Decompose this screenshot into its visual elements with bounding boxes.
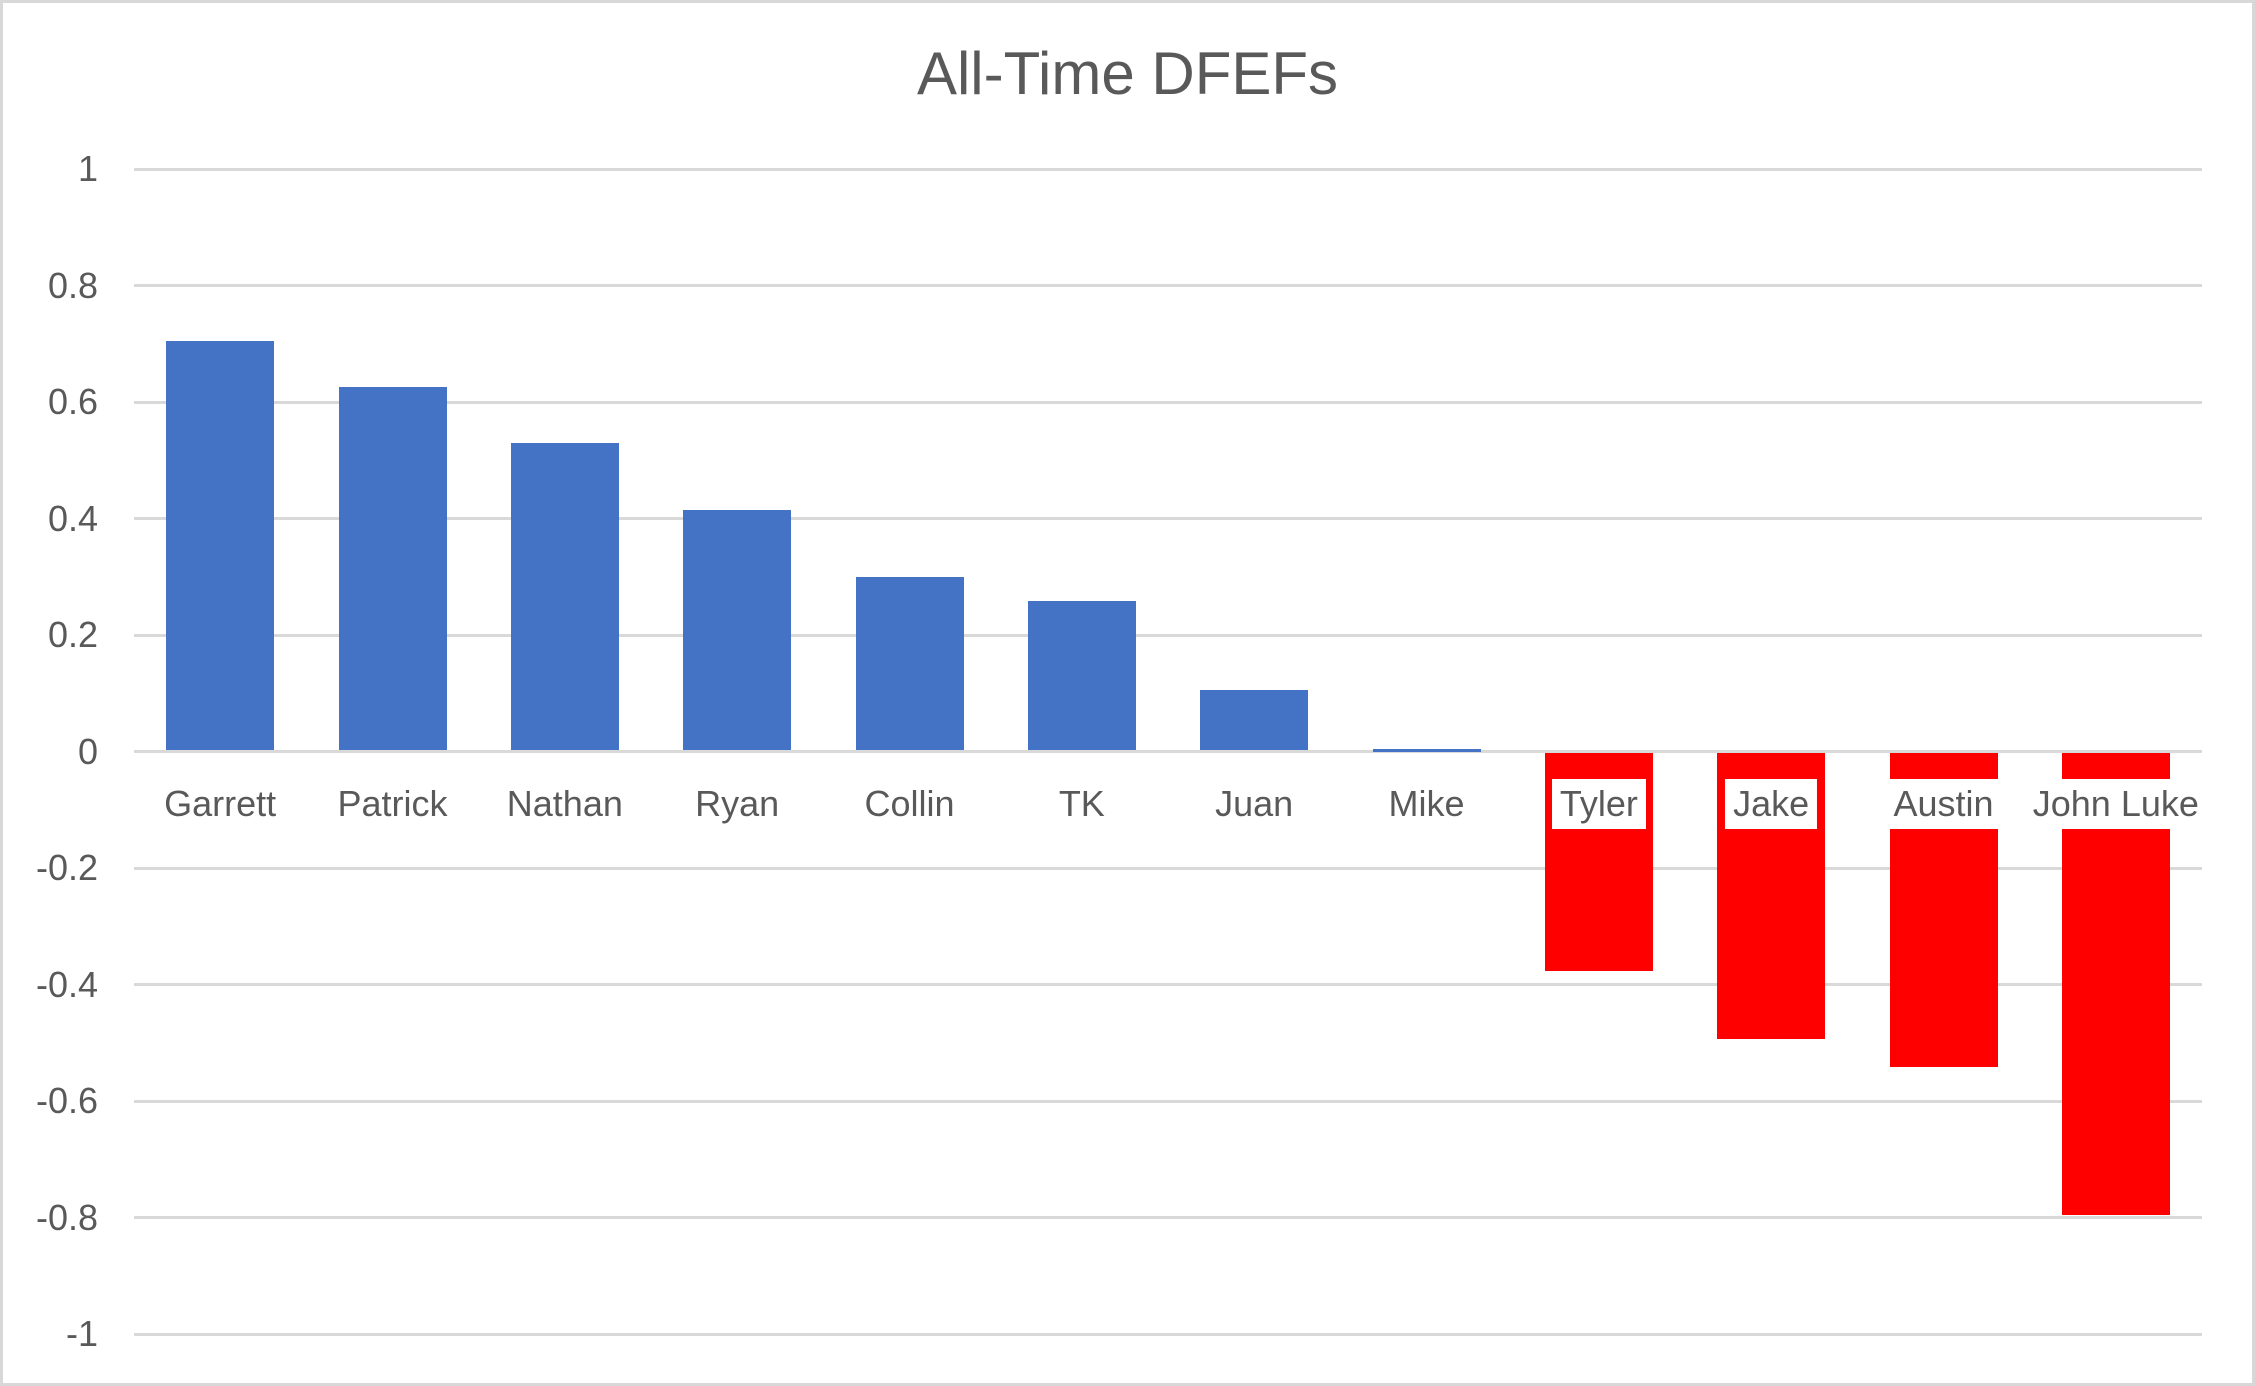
gridline--0.4 <box>134 983 2202 986</box>
bar-garrett <box>166 340 275 750</box>
gridline-0.2 <box>134 633 2202 637</box>
category-label-garrett: Garrett <box>156 778 285 829</box>
gridline-1 <box>134 167 2202 171</box>
category-label-john-luke: John Luke <box>2024 778 2207 829</box>
category-label-austin: Austin <box>1885 778 2002 829</box>
bar-john-luke <box>2061 753 2170 1215</box>
y-axis-tick-label: 0.2 <box>47 614 98 655</box>
gridline-0.8 <box>134 284 2202 287</box>
bar-mike <box>1372 748 1481 752</box>
gridline--0.2 <box>134 866 2202 870</box>
y-axis-tick-label: -0.4 <box>35 963 98 1005</box>
y-axis-tick-label: 0.6 <box>47 381 98 422</box>
bar-patrick <box>338 387 447 750</box>
y-axis-tick-label: 0.8 <box>47 264 98 306</box>
gridline-0 <box>134 750 2202 753</box>
category-label-collin: Collin <box>856 778 963 829</box>
bar-collin <box>855 576 964 750</box>
gridline--1 <box>134 1332 2202 1336</box>
y-axis-tick-label: 1 <box>77 148 98 189</box>
gridline--0.8 <box>134 1216 2202 1219</box>
gridline--0.6 <box>134 1099 2202 1103</box>
bar-nathan <box>510 442 619 750</box>
gridline-0.4 <box>134 517 2202 520</box>
category-label-tyler: Tyler <box>1551 778 1646 829</box>
y-axis-tick-label: -0.2 <box>35 847 98 888</box>
category-label-nathan: Nathan <box>498 778 631 829</box>
category-label-jake: Jake <box>1725 778 1818 829</box>
category-label-mike: Mike <box>1380 778 1473 829</box>
bar-tk <box>1027 601 1136 750</box>
bar-juan <box>1200 690 1309 750</box>
gridline-0.6 <box>134 400 2202 404</box>
category-label-patrick: Patrick <box>329 778 456 829</box>
category-label-tk: TK <box>1050 778 1113 829</box>
y-axis-tick-label: -0.6 <box>35 1080 98 1121</box>
y-axis-tick-label: -0.8 <box>35 1196 98 1238</box>
y-axis-tick-label: -1 <box>65 1313 98 1354</box>
y-axis-tick-label: 0.4 <box>47 497 98 539</box>
category-label-ryan: Ryan <box>687 778 788 829</box>
chart-title: All-Time DFEFs <box>916 40 1339 107</box>
bar-ryan <box>683 509 792 750</box>
y-axis-tick-label: 0 <box>77 730 98 772</box>
category-label-juan: Juan <box>1207 778 1302 829</box>
